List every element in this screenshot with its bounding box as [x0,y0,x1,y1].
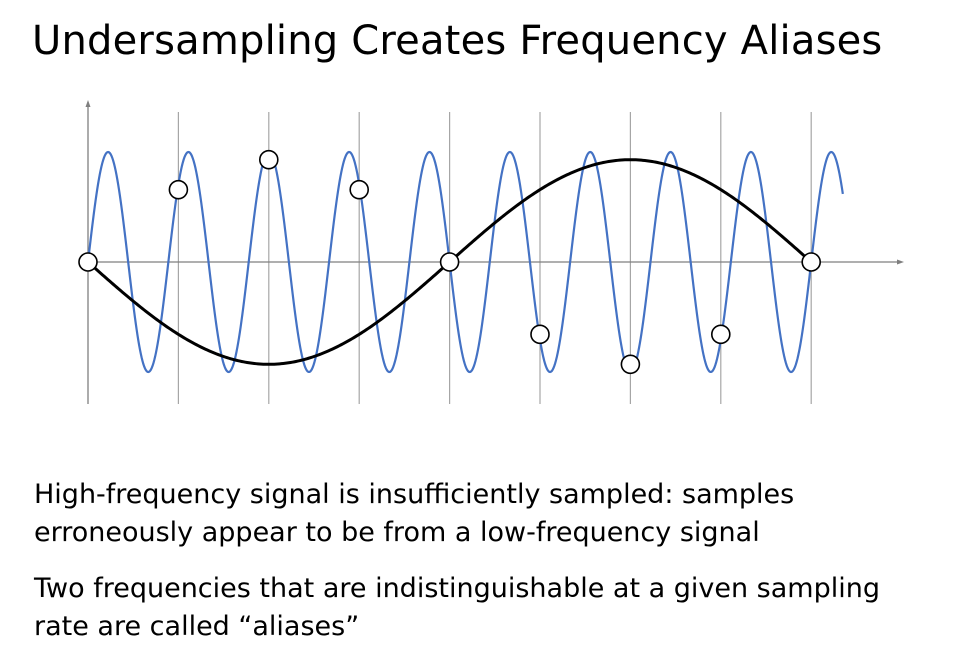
sample-point [710,324,731,345]
paragraph-line: Two frequencies that are indistinguishab… [34,573,880,604]
sample-point [78,252,98,272]
sample-point [530,324,550,345]
paragraph-aliases-definition: Two frequencies that are indistinguishab… [34,570,880,646]
slide-title: Undersampling Creates Frequency Aliases [32,18,883,64]
paragraph-line: rate are called “aliases” [34,611,360,642]
sample-point [801,252,822,272]
x-axis-arrowhead [897,259,904,265]
aliasing-diagram [78,100,904,404]
sample-markers [78,149,822,375]
y-axis-arrowhead [85,100,91,107]
sample-point [168,179,189,200]
paragraph-line: High-frequency signal is insufficiently … [34,479,795,510]
paragraph-undersampled: High-frequency signal is insufficiently … [34,476,794,552]
high-frequency-signal [86,150,844,374]
sample-point [349,179,370,200]
sample-point [439,252,460,272]
sample-point [620,354,641,375]
sample-point [258,149,279,170]
aliasing-figure [78,100,904,404]
paragraph-line: erroneously appear to be from a low-freq… [34,517,760,548]
